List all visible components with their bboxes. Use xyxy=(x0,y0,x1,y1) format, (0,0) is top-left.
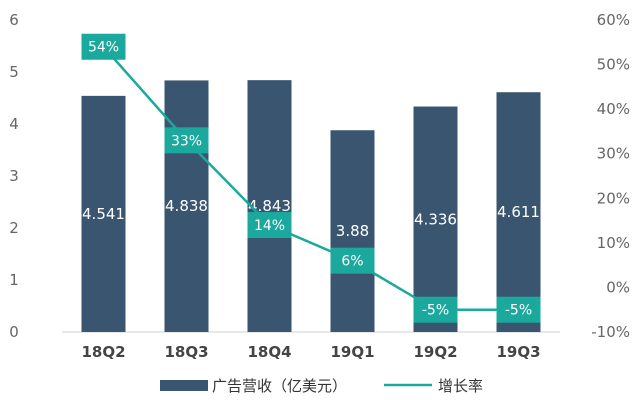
rate-label-box xyxy=(81,33,126,60)
bar xyxy=(81,95,126,332)
right-tick-label: 30% xyxy=(597,145,630,163)
rate-label-box xyxy=(247,212,292,239)
category-label: 19Q2 xyxy=(413,343,457,361)
right-tick-label: 10% xyxy=(597,234,630,252)
right-tick-label: 0% xyxy=(606,278,630,296)
rate-label-box xyxy=(413,296,458,323)
rate-value-label: 14% xyxy=(254,218,285,234)
legend-line-label: 增长率 xyxy=(438,377,483,395)
right-tick-label: -10% xyxy=(591,323,630,341)
left-tick-label: 2 xyxy=(9,219,19,237)
rate-value-label: -5% xyxy=(422,303,449,319)
bar xyxy=(330,130,375,332)
rate-value-label: 6% xyxy=(341,254,363,270)
bar-value-label: 4.611 xyxy=(497,203,540,221)
legend-bar-swatch xyxy=(160,380,208,391)
left-tick-label: 6 xyxy=(9,11,19,29)
rate-label-box xyxy=(330,247,375,274)
rate-value-label: 33% xyxy=(171,133,202,149)
right-tick-label: 40% xyxy=(597,100,630,118)
category-label: 18Q3 xyxy=(164,343,208,361)
rate-label-box xyxy=(496,296,541,323)
rate-label-box xyxy=(164,127,209,154)
left-tick-label: 1 xyxy=(9,271,19,289)
category-label: 19Q1 xyxy=(330,343,374,361)
rate-value-label: 54% xyxy=(88,40,119,56)
category-label: 18Q4 xyxy=(247,343,291,361)
bar xyxy=(496,92,541,332)
bar-value-label: 4.336 xyxy=(414,210,457,228)
left-tick-label: 5 xyxy=(9,63,19,81)
left-tick-label: 4 xyxy=(9,115,19,133)
legend-bar-label: 广告营收（亿美元） xyxy=(212,377,347,395)
left-axis: 0 1 2 3 4 5 6 xyxy=(9,11,19,341)
left-tick-label: 0 xyxy=(9,323,19,341)
bar-value-label: 3.88 xyxy=(336,222,369,240)
bar-value-labels: 4.541 4.838 4.843 3.88 4.336 4.611 xyxy=(82,197,540,240)
bar-value-label: 4.843 xyxy=(248,197,291,215)
right-tick-label: 60% xyxy=(597,11,630,29)
bar xyxy=(413,106,458,332)
left-tick-label: 3 xyxy=(9,167,19,185)
legend: 广告营收（亿美元） 增长率 xyxy=(160,377,483,395)
right-axis: -10% 0% 10% 20% 30% 40% 50% 60% xyxy=(591,11,630,341)
bar-value-label: 4.838 xyxy=(165,197,208,215)
rate-value-labels: 54% 33% 14% 6% -5% -5% xyxy=(81,33,541,323)
category-label: 18Q2 xyxy=(81,343,125,361)
category-axis: 18Q2 18Q3 18Q4 19Q1 19Q2 19Q3 xyxy=(81,343,540,361)
right-tick-label: 50% xyxy=(597,56,630,74)
rate-value-label: -5% xyxy=(505,303,532,319)
bar-series xyxy=(81,80,541,332)
bar xyxy=(247,80,292,332)
right-tick-label: 20% xyxy=(597,189,630,207)
category-label: 19Q3 xyxy=(496,343,540,361)
bar-value-label: 4.541 xyxy=(82,205,125,223)
